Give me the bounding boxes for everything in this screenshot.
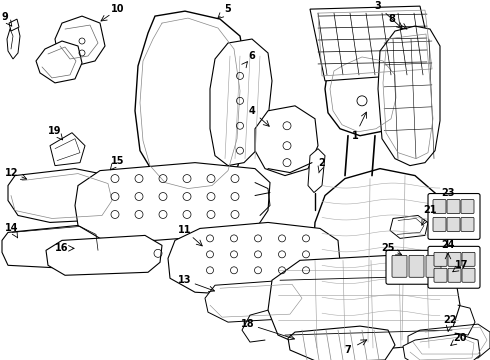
Text: 9: 9 [1,12,8,22]
Polygon shape [390,216,428,238]
Text: 7: 7 [344,345,351,355]
FancyBboxPatch shape [386,250,448,284]
Polygon shape [75,163,270,240]
Text: 12: 12 [5,168,19,177]
FancyBboxPatch shape [409,255,424,277]
Polygon shape [210,39,272,166]
FancyBboxPatch shape [448,252,461,266]
Text: 21: 21 [423,206,437,216]
Polygon shape [308,149,325,193]
FancyBboxPatch shape [428,194,480,239]
FancyBboxPatch shape [434,268,447,282]
Polygon shape [378,26,440,166]
Polygon shape [288,326,395,360]
Polygon shape [312,168,448,345]
FancyBboxPatch shape [447,199,460,213]
Text: 18: 18 [241,319,255,329]
FancyBboxPatch shape [434,252,447,266]
Text: 4: 4 [248,106,255,116]
Text: 20: 20 [453,333,467,343]
Polygon shape [36,41,82,83]
Polygon shape [268,255,460,350]
FancyBboxPatch shape [433,199,446,213]
Polygon shape [205,280,308,322]
Text: 6: 6 [248,51,255,61]
Text: 19: 19 [48,126,62,136]
Polygon shape [46,235,162,275]
FancyBboxPatch shape [448,268,461,282]
Polygon shape [255,106,318,176]
Text: 17: 17 [455,260,469,270]
Polygon shape [310,6,435,81]
FancyBboxPatch shape [426,255,441,277]
Polygon shape [403,334,480,360]
Text: 3: 3 [375,1,381,11]
Text: 1: 1 [352,131,358,141]
FancyBboxPatch shape [433,217,446,231]
FancyBboxPatch shape [392,255,407,277]
Polygon shape [325,49,402,136]
Polygon shape [168,222,340,295]
Text: 5: 5 [224,4,231,14]
Polygon shape [408,324,490,358]
Text: 22: 22 [443,315,457,325]
Polygon shape [9,19,19,31]
FancyBboxPatch shape [447,217,460,231]
FancyBboxPatch shape [428,246,480,288]
Polygon shape [7,23,20,59]
FancyBboxPatch shape [461,217,474,231]
Text: 24: 24 [441,240,455,250]
FancyBboxPatch shape [461,199,474,213]
FancyBboxPatch shape [462,268,475,282]
Polygon shape [50,133,85,166]
Polygon shape [2,225,102,268]
Text: 11: 11 [178,225,192,235]
Text: 23: 23 [441,188,455,198]
Text: 2: 2 [318,158,325,168]
Text: 8: 8 [389,14,395,24]
Text: 25: 25 [381,243,395,253]
Text: 14: 14 [5,224,19,233]
Polygon shape [135,11,248,195]
Text: 13: 13 [178,275,192,285]
FancyBboxPatch shape [462,252,475,266]
Polygon shape [8,168,118,222]
Text: 10: 10 [111,4,125,14]
Polygon shape [55,16,105,66]
Text: 15: 15 [111,156,125,166]
Text: 16: 16 [55,243,69,253]
